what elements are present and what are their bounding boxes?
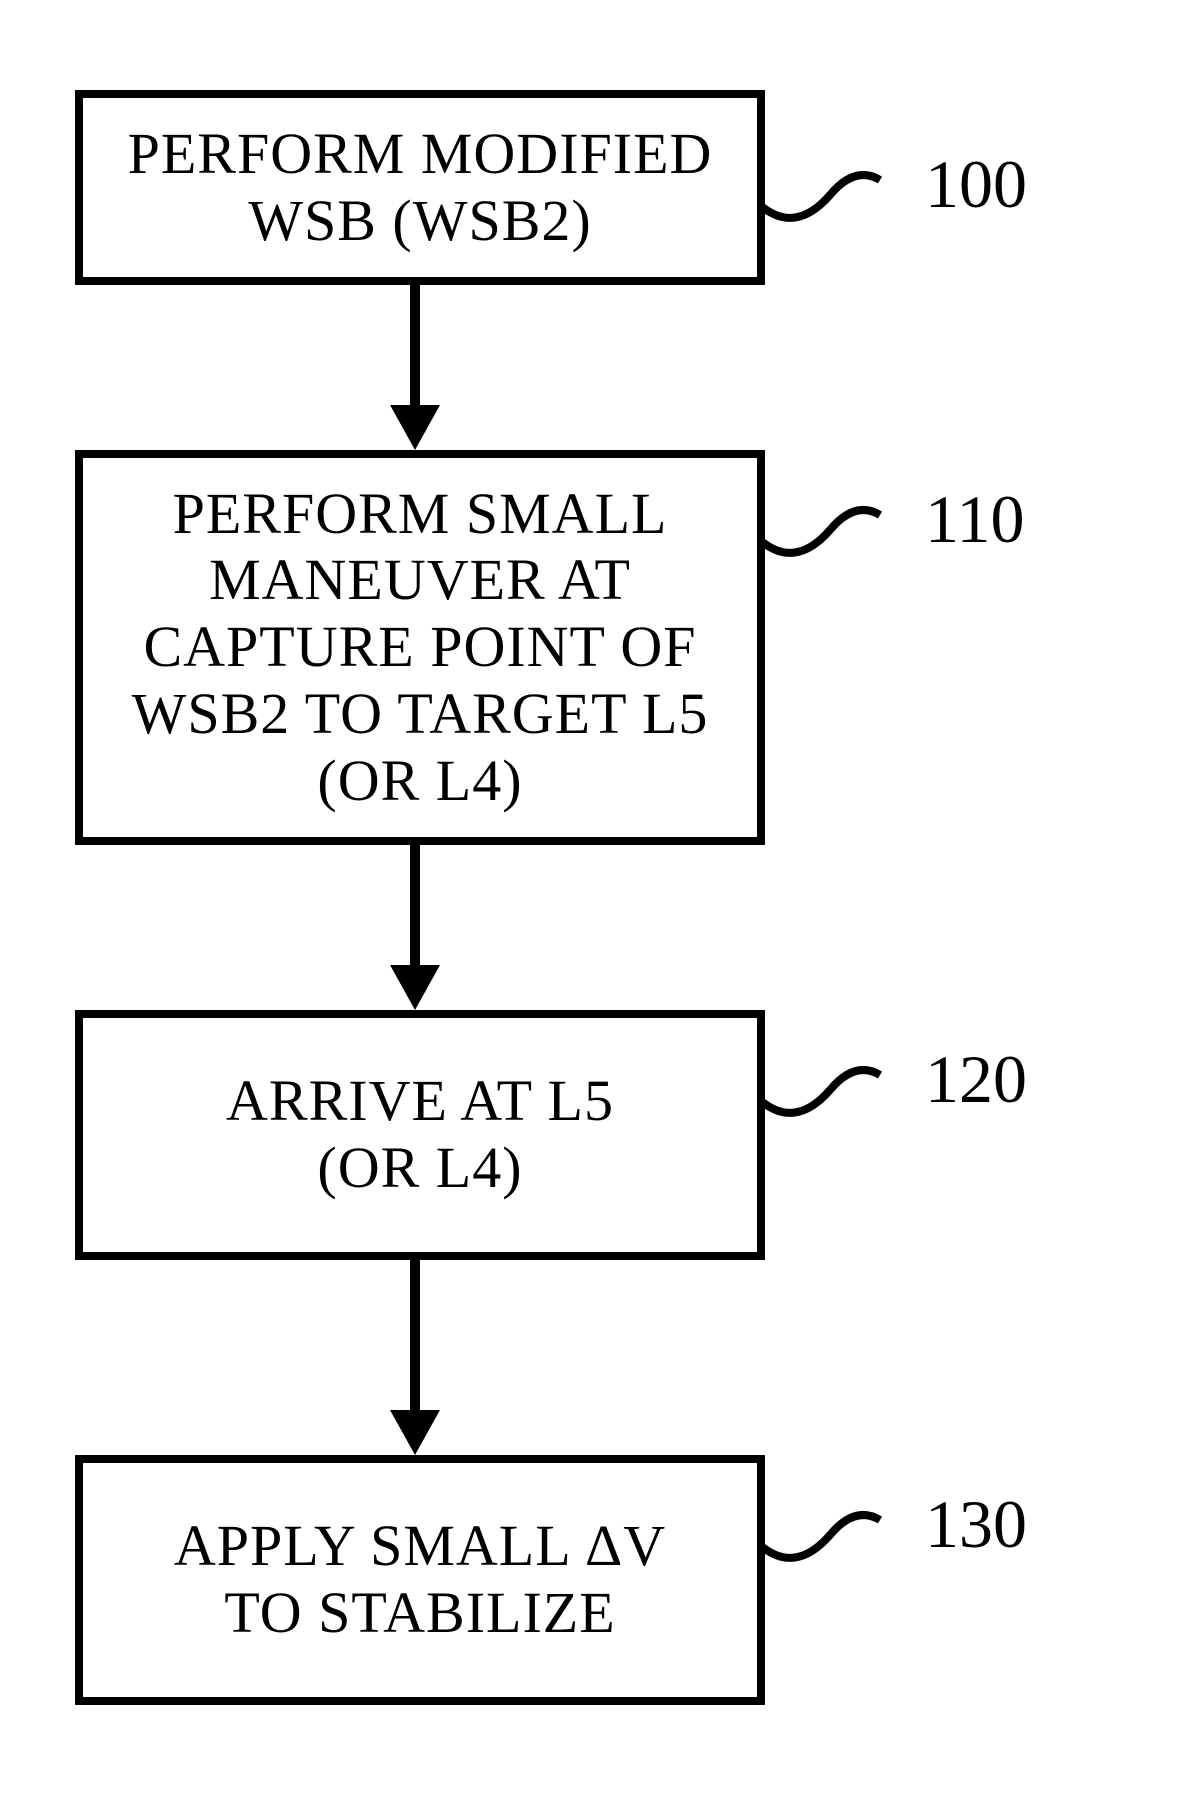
label-130: 130 — [925, 1485, 1027, 1564]
connector-3 — [755, 1045, 885, 1135]
label-110: 110 — [925, 480, 1024, 559]
box-1-line-2: WSB (WSB2) — [248, 188, 592, 253]
box-2-line-2: MANEUVER AT — [209, 547, 631, 612]
box-1-line-1: PERFORM MODIFIED — [128, 121, 713, 186]
box-3-line-2: (OR L4) — [317, 1135, 522, 1200]
flowchart-container: PERFORM MODIFIED WSB (WSB2) 100 PERFORM … — [75, 90, 1105, 1705]
flow-box-1: PERFORM MODIFIED WSB (WSB2) — [75, 90, 765, 285]
box-2-line-5: (OR L4) — [317, 748, 522, 813]
box-2-line-4: WSB2 TO TARGET L5 — [132, 681, 709, 746]
flow-box-3: ARRIVE AT L5 (OR L4) — [75, 1010, 765, 1260]
connector-4 — [755, 1490, 885, 1580]
box-4-text: APPLY SMALL ΔV TO STABILIZE — [174, 1513, 666, 1646]
box-4-line-1: APPLY SMALL ΔV — [174, 1513, 666, 1578]
arrow-1 — [410, 285, 1105, 450]
box-1-text: PERFORM MODIFIED WSB (WSB2) — [128, 121, 713, 254]
connector-1 — [755, 150, 885, 240]
flow-box-4: APPLY SMALL ΔV TO STABILIZE — [75, 1455, 765, 1705]
flow-box-2: PERFORM SMALL MANEUVER AT CAPTURE POINT … — [75, 450, 765, 845]
box-2-line-1: PERFORM SMALL — [173, 481, 668, 546]
arrow-2 — [410, 845, 1105, 1010]
box-3-text: ARRIVE AT L5 (OR L4) — [226, 1068, 614, 1201]
connector-2 — [755, 485, 885, 575]
box-2-line-3: CAPTURE POINT OF — [143, 614, 696, 679]
box-2-text: PERFORM SMALL MANEUVER AT CAPTURE POINT … — [132, 481, 709, 814]
box-3-line-1: ARRIVE AT L5 — [226, 1068, 614, 1133]
label-120: 120 — [925, 1040, 1027, 1119]
box-4-line-2: TO STABILIZE — [224, 1580, 615, 1645]
arrow-3 — [410, 1260, 1105, 1455]
label-100: 100 — [925, 145, 1027, 224]
